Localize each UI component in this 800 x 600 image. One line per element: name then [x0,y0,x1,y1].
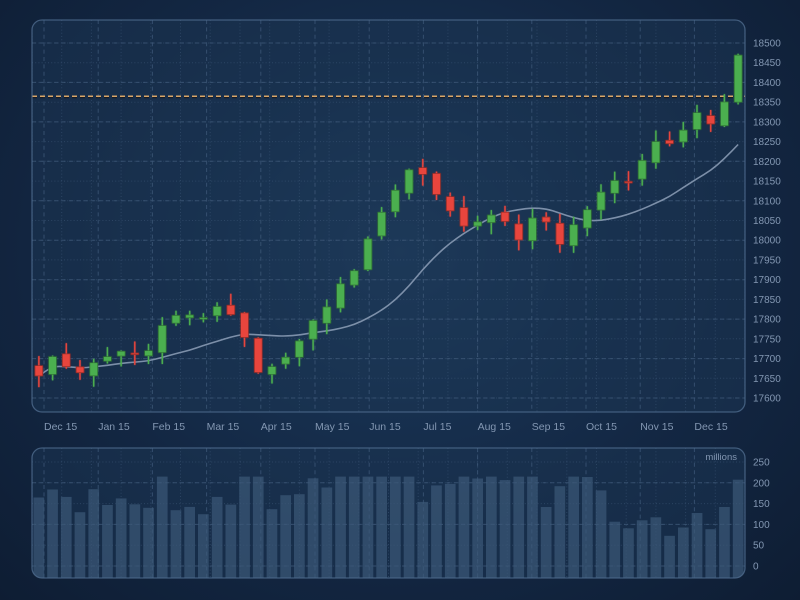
svg-text:Jan 15: Jan 15 [98,421,130,433]
svg-text:0: 0 [753,562,759,573]
svg-text:100: 100 [753,520,770,531]
svg-text:18500: 18500 [753,39,781,50]
svg-text:17650: 17650 [753,374,781,385]
svg-text:250: 250 [753,458,770,469]
svg-text:18250: 18250 [753,137,781,148]
svg-text:Sep 15: Sep 15 [532,421,565,433]
svg-text:Nov 15: Nov 15 [640,421,673,433]
svg-text:18200: 18200 [753,157,781,168]
svg-text:200: 200 [753,478,770,489]
svg-text:Mar 15: Mar 15 [207,421,240,433]
svg-text:17900: 17900 [753,275,781,286]
svg-text:17700: 17700 [753,354,781,365]
svg-text:17850: 17850 [753,295,781,306]
svg-text:17600: 17600 [753,394,781,405]
svg-text:18350: 18350 [753,98,781,109]
svg-text:May 15: May 15 [315,421,350,433]
svg-text:Feb 15: Feb 15 [152,421,185,433]
svg-text:18450: 18450 [753,58,781,69]
svg-text:Dec 15: Dec 15 [694,421,727,433]
svg-text:17950: 17950 [753,255,781,266]
svg-text:18000: 18000 [753,236,781,247]
svg-text:17800: 17800 [753,315,781,326]
svg-text:150: 150 [753,499,770,510]
svg-text:18100: 18100 [753,196,781,207]
svg-text:millions: millions [705,452,737,463]
svg-text:Apr 15: Apr 15 [261,421,292,433]
svg-text:Aug 15: Aug 15 [478,421,511,433]
svg-text:17750: 17750 [753,334,781,345]
svg-text:18400: 18400 [753,78,781,89]
svg-text:Oct 15: Oct 15 [586,421,617,433]
svg-text:18050: 18050 [753,216,781,227]
svg-text:Jun 15: Jun 15 [369,421,401,433]
svg-text:Jul 15: Jul 15 [423,421,451,433]
svg-text:18300: 18300 [753,117,781,128]
svg-text:18150: 18150 [753,177,781,188]
svg-text:50: 50 [753,541,765,552]
svg-text:Dec 15: Dec 15 [44,421,77,433]
